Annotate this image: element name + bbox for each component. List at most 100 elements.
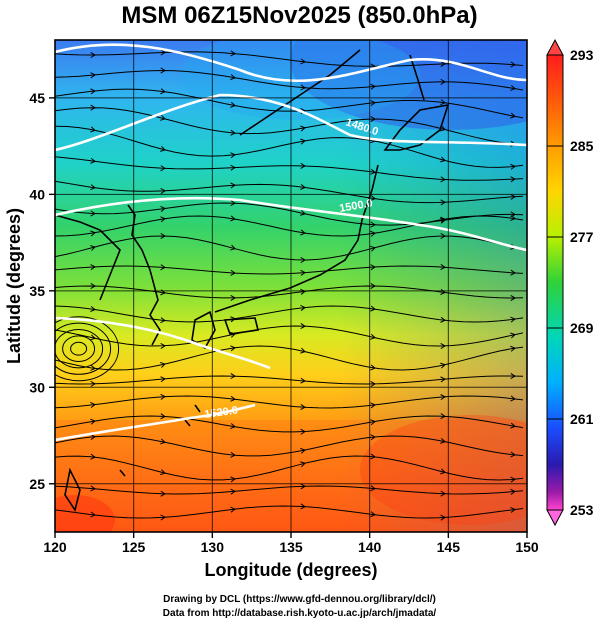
streamline-arrow bbox=[510, 451, 516, 458]
x-tick-label: 140 bbox=[358, 539, 382, 555]
streamline-arrow bbox=[300, 503, 306, 510]
streamline-arrow bbox=[230, 476, 236, 483]
y-axis-title: Latitude (degrees) bbox=[4, 208, 24, 364]
x-tick-label: 125 bbox=[122, 539, 146, 555]
streamline-arrow bbox=[370, 305, 376, 312]
y-tick-label: 45 bbox=[29, 90, 45, 106]
credits-line-2: Data from http://database.rish.kyoto-u.a… bbox=[162, 608, 437, 619]
streamline-arrow bbox=[90, 72, 96, 79]
streamline-arrow bbox=[510, 373, 516, 380]
colorbar-tick-label: 261 bbox=[570, 411, 594, 427]
streamline-arrow bbox=[160, 264, 166, 271]
streamlines-layer bbox=[55, 49, 524, 521]
lat-lon-grid bbox=[55, 40, 527, 532]
colorbar-bottom-arrow bbox=[546, 509, 564, 527]
contour-line-1 bbox=[55, 43, 527, 82]
streamline-arrow bbox=[300, 257, 306, 264]
streamline-arrow bbox=[300, 347, 306, 354]
streamline-arrow bbox=[370, 245, 376, 252]
streamline-arrow bbox=[90, 126, 96, 133]
streamline-arrow bbox=[510, 193, 516, 200]
streamline-arrow bbox=[160, 469, 166, 476]
streamline-arrow bbox=[510, 488, 516, 495]
streamline-vortex bbox=[62, 335, 96, 363]
streamline-arrow bbox=[90, 210, 96, 217]
streamline-arrow bbox=[510, 163, 516, 170]
streamline-arrow bbox=[370, 333, 376, 340]
streamline-arrow bbox=[370, 221, 376, 228]
streamline-arrow bbox=[230, 244, 236, 251]
streamline-arrow bbox=[90, 418, 96, 425]
streamline-arrow bbox=[440, 376, 446, 383]
y-tick-label: 35 bbox=[29, 283, 45, 299]
y-tick-label: 25 bbox=[29, 476, 45, 492]
streamline-arrow bbox=[370, 419, 376, 426]
axis-ticks: 120 125 130 135 140 145 150 25 30 35 40 45 bbox=[29, 90, 538, 555]
streamline-arrow bbox=[440, 60, 446, 67]
streamline-arrow bbox=[230, 451, 236, 458]
streamline-arrow bbox=[90, 157, 96, 164]
streamline-arrow bbox=[90, 485, 96, 492]
streamline-arrow bbox=[160, 342, 166, 349]
streamline-arrow bbox=[230, 74, 236, 81]
streamline-arrow bbox=[90, 334, 96, 341]
streamline-arrow bbox=[160, 317, 166, 324]
streamline-arrow bbox=[440, 394, 446, 401]
contour-line-2 bbox=[55, 93, 527, 152]
streamline-arrow bbox=[160, 413, 166, 420]
streamline-arrow bbox=[440, 199, 446, 206]
streamline-arrow bbox=[510, 506, 516, 513]
streamline-arrow bbox=[370, 195, 376, 202]
coastline-sakhalin bbox=[409, 54, 425, 101]
streamline-arrow bbox=[230, 182, 236, 189]
streamline-arrow bbox=[160, 232, 166, 239]
streamline-arrow bbox=[370, 230, 376, 237]
streamline-arrow bbox=[160, 88, 166, 95]
x-tick-label: 120 bbox=[43, 539, 67, 555]
contour-line-5 bbox=[55, 403, 256, 442]
streamline-arrow bbox=[510, 395, 516, 402]
x-tick-label: 150 bbox=[515, 539, 539, 555]
streamline-arrow bbox=[300, 269, 306, 276]
streamline-arrow bbox=[230, 488, 236, 495]
streamline-arrow bbox=[510, 176, 516, 183]
streamline-arrow bbox=[370, 83, 376, 90]
streamline-arrow bbox=[300, 162, 306, 169]
streamline-arrow bbox=[370, 380, 376, 387]
streamline-arrow bbox=[370, 364, 376, 371]
streamline-arrow bbox=[510, 332, 516, 339]
streamline-arrow bbox=[160, 145, 166, 152]
streamline-arrow bbox=[370, 115, 376, 123]
streamline-arrow bbox=[300, 483, 306, 490]
streamline-arrow bbox=[510, 316, 516, 323]
streamline-arrow bbox=[160, 376, 166, 383]
streamline-arrow bbox=[160, 490, 166, 497]
streamline-arrow bbox=[90, 245, 96, 251]
streamline-arrow bbox=[510, 295, 516, 302]
streamline-arrow bbox=[370, 434, 376, 441]
streamline-arrow bbox=[160, 114, 166, 121]
streamline-arrow bbox=[510, 345, 516, 352]
streamline-arrow bbox=[300, 125, 306, 132]
streamline-arrow bbox=[440, 232, 446, 239]
streamline-arrow bbox=[440, 490, 446, 497]
streamline-arrow bbox=[370, 453, 376, 460]
streamline-arrow bbox=[90, 305, 96, 312]
streamline-arrow bbox=[300, 209, 306, 216]
streamline-arrow bbox=[160, 393, 166, 400]
streamline-arrow bbox=[440, 468, 446, 475]
streamline-arrow bbox=[440, 413, 446, 420]
coastlines-layer bbox=[55, 49, 450, 512]
streamline-arrow bbox=[230, 164, 236, 171]
streamline-arrow bbox=[510, 61, 516, 68]
y-tick-label: 40 bbox=[29, 186, 45, 202]
streamline-arrow bbox=[160, 188, 166, 195]
streamline-arrow bbox=[440, 343, 446, 350]
streamline-arrow bbox=[440, 125, 446, 132]
x-tick-label: 135 bbox=[279, 539, 303, 555]
streamline-arrow bbox=[230, 295, 236, 302]
streamline-arrow bbox=[370, 264, 376, 271]
colorbar-top-arrow bbox=[546, 38, 564, 56]
streamline-arrow bbox=[160, 205, 166, 212]
streamline-arrow bbox=[90, 88, 96, 95]
